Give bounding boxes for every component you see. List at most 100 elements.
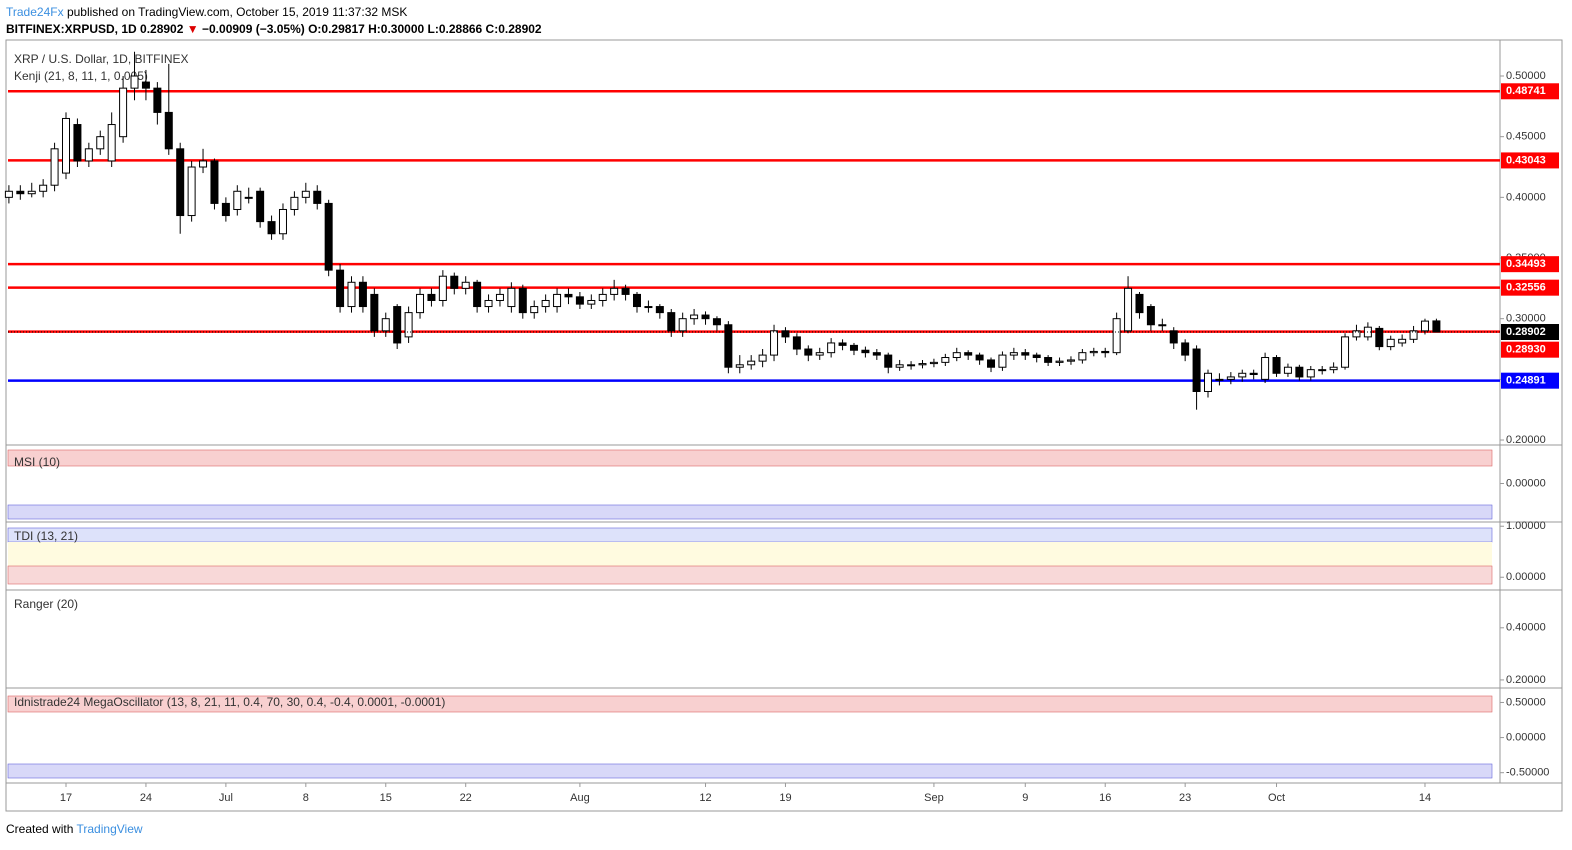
x-tick-label: 17 [60,792,72,804]
pane-y-tick-label: 0.00000 [1506,731,1546,743]
x-tick-label: 14 [1419,792,1431,804]
candle-body [244,196,253,199]
candle-body [141,81,150,89]
candle-body [1215,378,1224,381]
candle-body [324,202,333,271]
candle-body [655,306,664,314]
candle-body [530,306,539,314]
candle-body [84,148,93,162]
candle-body [1135,293,1144,314]
indicator-title: Kenji (21, 8, 11, 1, 0.005) [14,69,148,83]
candle-body [690,314,699,320]
price-label-box [1501,83,1559,100]
x-tick-label: 22 [460,792,472,804]
pane-y-tick-label: 0.00000 [1506,477,1546,489]
candle-body [1261,357,1270,380]
candle-body [221,202,230,217]
created: Created with [6,822,74,836]
pane-title: TDI (13, 21) [14,529,78,543]
price-label: 0.48741 [1506,85,1546,97]
candle-body [998,354,1007,368]
candle-body [199,160,208,168]
candle-body [96,136,105,150]
candle-body [747,360,756,366]
candle-body [50,148,59,186]
pane-y-tick-label: 0.40000 [1506,622,1546,634]
tdi-upper-band [7,527,1493,543]
candle-body [587,299,596,305]
last: 0.28902 [140,22,184,36]
x-tick-label: 8 [303,792,309,804]
published: published on TradingView.com, October 15… [66,5,408,19]
candle-body [1283,366,1292,374]
x-tick-label: 15 [380,792,392,804]
candle-body [770,330,779,356]
candle-body [1272,357,1281,374]
candle-body [575,296,584,305]
candle-body [644,306,653,309]
candle-body [1044,357,1053,363]
candle-body [1055,360,1064,363]
candle-body [450,275,459,289]
candle-body [507,287,516,308]
price-label-box [1501,324,1559,341]
candle-body [895,364,904,368]
footer: Created with TradingView [6,822,143,836]
candle-body [952,352,961,359]
x-tick-label: 9 [1022,792,1028,804]
candle-body [1078,352,1087,361]
candle-body [27,190,36,195]
candle-body [678,318,687,332]
candle-body [987,359,996,368]
candle-body [233,190,242,210]
candle-body [1009,352,1018,356]
candle-body [907,364,916,367]
candle-body [73,124,82,162]
candle-body [1112,318,1121,354]
publisher[interactable]: Trade24Fx [6,5,64,19]
mega-upper-band [7,695,1493,713]
pane-y-tick-label: 0.20000 [1506,674,1546,686]
candle-body [1409,330,1418,340]
candle-body [518,287,527,314]
candle-body [975,354,984,361]
candle-body [1352,330,1361,338]
price-label-box [1501,341,1559,358]
candle-body [1341,336,1350,368]
candle-body [541,299,550,308]
candle-body [918,363,927,366]
candle-body [1432,320,1441,333]
change: −0.00909 (−3.05%) [202,22,305,36]
x-tick-label: Sep [924,792,944,804]
candle-body [1398,338,1407,344]
pane-y-tick-label: 0.00000 [1506,571,1546,583]
price-label: 0.28930 [1506,344,1546,356]
candle-body [381,318,390,332]
candle-body [267,221,276,235]
candle-body [724,324,733,368]
price-label: 0.28902 [1506,326,1546,338]
candle-body [861,349,870,354]
price-label: 0.24891 [1506,375,1546,387]
chart: XRP / U.S. Dollar, 1D, BITFINEX Kenji (2… [4,39,1563,812]
x-tick-label: Oct [1268,792,1285,804]
candle-body [1306,369,1315,378]
x-tick-label: 23 [1179,792,1191,804]
candle-body [1318,369,1327,372]
candle-body [164,111,173,150]
candle-body [827,342,836,354]
mega-lower-band [7,763,1493,779]
candle-body [1021,352,1030,356]
candle-body [290,196,299,210]
candle-body [781,330,790,338]
candle-body [495,293,504,301]
candle-body [610,287,619,295]
candle-body [712,318,721,326]
x-tick-label: 16 [1099,792,1111,804]
candle-body [484,299,493,308]
brand[interactable]: TradingView [76,822,143,836]
candle-body [872,352,881,356]
candle-body [336,269,345,308]
candle-body [1295,366,1304,378]
candle-body [393,306,402,344]
